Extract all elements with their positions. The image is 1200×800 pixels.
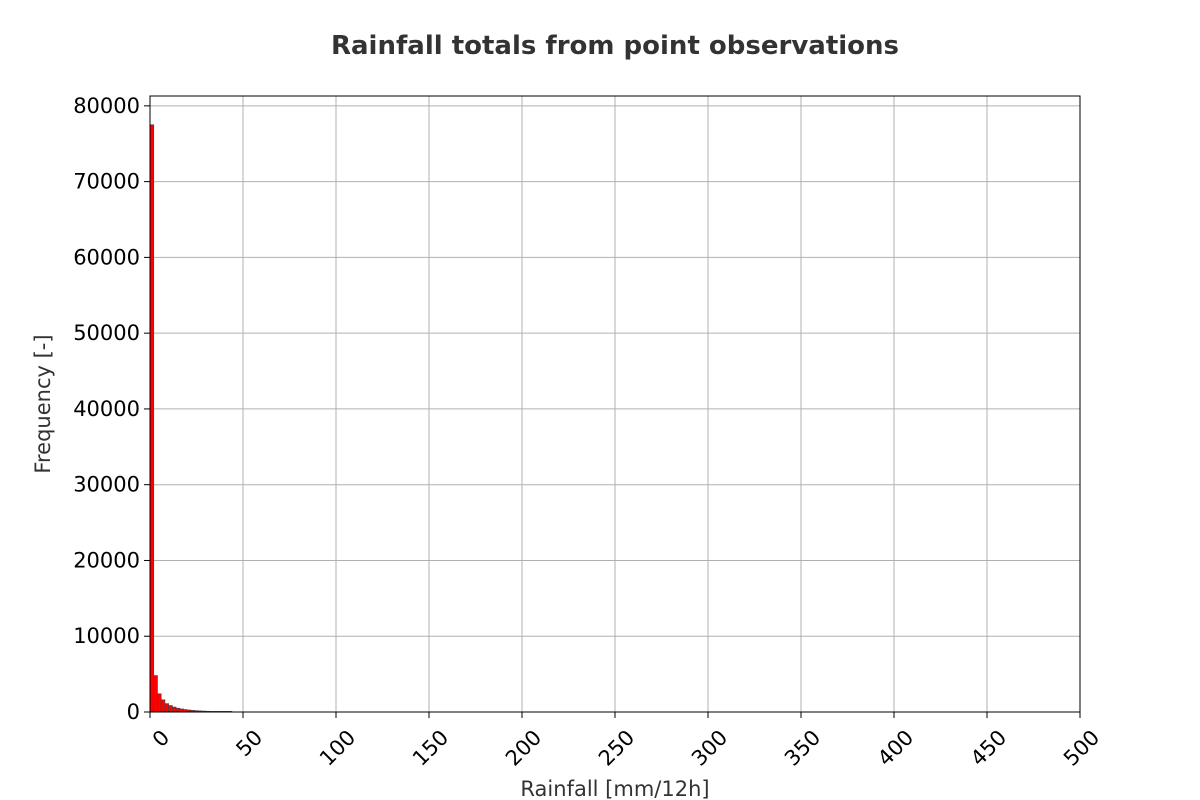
- histogram-bar: [160, 699, 166, 713]
- histogram-bar: [171, 706, 177, 713]
- histogram-bar: [149, 124, 155, 713]
- y-tick-label: 30000: [73, 473, 140, 497]
- histogram-bar: [153, 675, 158, 713]
- y-tick-label: 40000: [73, 397, 140, 421]
- y-axis-ticks: 0 10000 20000 30000 40000 50000 60000 70000 8000…: [73, 94, 150, 724]
- x-tick-label: 500: [1059, 725, 1104, 770]
- y-tick-label: 10000: [73, 624, 140, 648]
- y-tick-label: 80000: [73, 94, 140, 118]
- grid-lines: [149, 96, 1081, 713]
- y-tick-label: 70000: [73, 170, 140, 194]
- x-tick-label: 150: [408, 725, 453, 770]
- y-tick-label: 50000: [73, 321, 140, 345]
- x-tick-label: 200: [501, 725, 546, 770]
- x-tick-label: 50: [231, 725, 267, 761]
- x-axis-label: Rainfall [mm/12h]: [520, 777, 709, 800]
- x-tick-label: 400: [873, 725, 918, 770]
- y-tick-label: 60000: [73, 245, 140, 269]
- histogram-bar: [175, 707, 181, 713]
- x-tick-label: 350: [780, 725, 825, 770]
- x-axis-ticks: 0 50 100 150 200 250 300 350 400 450 500: [148, 712, 1104, 771]
- x-tick-label: 100: [315, 725, 360, 770]
- x-tick-label: 300: [687, 725, 732, 770]
- y-axis-label: Frequency [-]: [31, 334, 55, 473]
- histogram-bar: [157, 693, 162, 713]
- y-tick-label: 0: [127, 700, 140, 724]
- histogram-bar: [168, 705, 173, 713]
- x-tick-label: 250: [594, 725, 639, 770]
- chart-title: Rainfall totals from point observations: [331, 31, 899, 61]
- x-tick-label: 450: [966, 725, 1011, 770]
- y-tick-label: 20000: [73, 548, 140, 572]
- histogram-bar: [164, 703, 169, 713]
- x-tick-label: 0: [148, 725, 174, 751]
